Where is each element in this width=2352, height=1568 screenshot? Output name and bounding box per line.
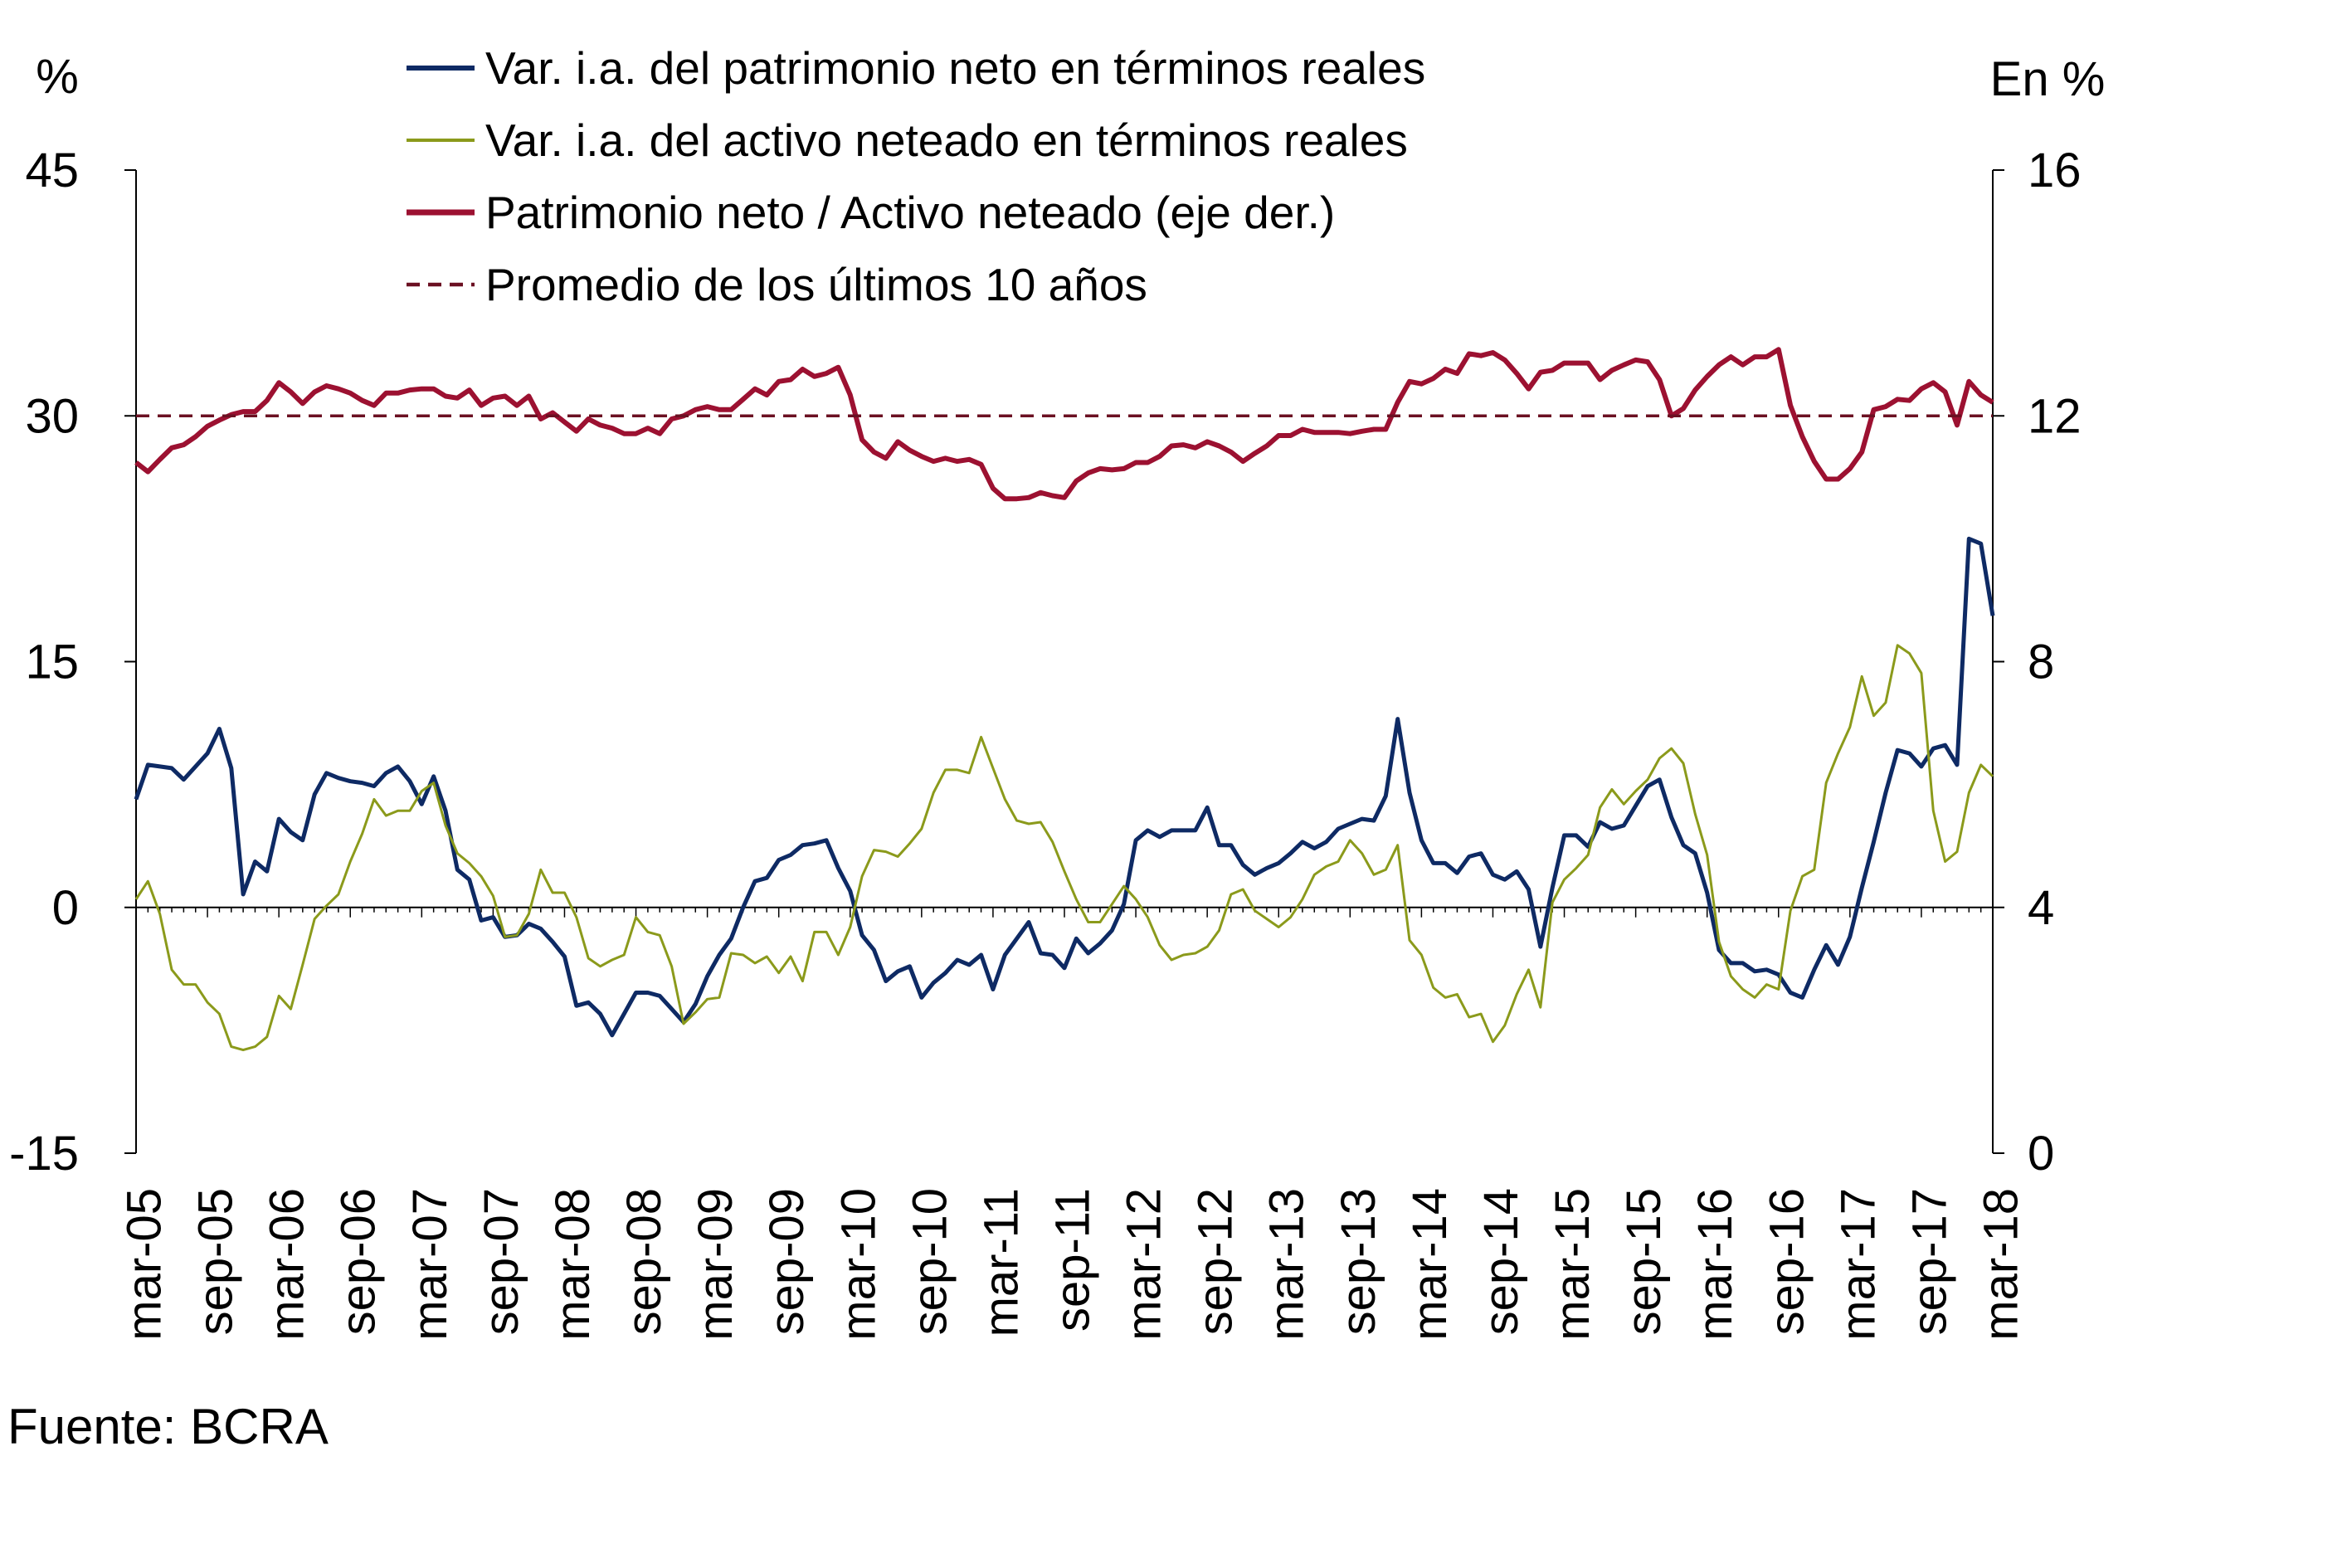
right-axis-unit: En % xyxy=(1990,52,2106,106)
x-tick-label: sep-13 xyxy=(1332,1188,1385,1335)
legend-label-3: Promedio de los últimos 10 años xyxy=(485,259,1147,310)
x-tick-label: sep-10 xyxy=(903,1188,957,1335)
x-tick-label: sep-14 xyxy=(1474,1188,1528,1335)
left-tick-label: 30 xyxy=(25,389,79,443)
x-tick-label: mar-06 xyxy=(261,1188,314,1341)
x-tick-label: sep-11 xyxy=(1046,1188,1100,1332)
x-tick-label: sep-16 xyxy=(1760,1188,1814,1335)
x-tick-label: mar-12 xyxy=(1118,1188,1171,1341)
legend: Var. i.a. del patrimonio neto en término… xyxy=(407,42,1425,310)
x-tick-label: sep-12 xyxy=(1189,1188,1243,1335)
x-tick-label: mar-11 xyxy=(974,1188,1028,1337)
x-tick-label: mar-05 xyxy=(118,1188,172,1341)
source-note: Fuente: BCRA xyxy=(7,1399,329,1454)
x-tick-label: mar-08 xyxy=(546,1188,600,1341)
series-line-1 xyxy=(134,644,1994,1052)
right-tick-label: 16 xyxy=(2028,144,2082,197)
left-tick-label: 15 xyxy=(25,635,79,689)
series-line-0 xyxy=(134,536,1995,1038)
x-tick-label: sep-08 xyxy=(617,1188,671,1335)
x-tick-label: mar-10 xyxy=(831,1188,885,1341)
right-tick-label: 0 xyxy=(2028,1127,2054,1181)
x-tick-label: mar-17 xyxy=(1831,1188,1885,1341)
x-tick-label: sep-07 xyxy=(475,1188,528,1335)
left-tick-label: 0 xyxy=(52,881,79,935)
left-axis-unit: % xyxy=(36,50,79,104)
axes: 45 30 15 0 -15 16 12 8 4 0 mar-05 sep-05 mar-06 sep-0… xyxy=(9,144,2081,1341)
legend-label-1: Var. i.a. del activo neteado en términos… xyxy=(485,114,1408,166)
legend-label-2: Patrimonio neto / Activo neteado (eje de… xyxy=(485,187,1335,238)
x-tick-label: sep-15 xyxy=(1617,1188,1671,1335)
left-tick-label: 45 xyxy=(25,144,79,197)
left-tick-label: -15 xyxy=(9,1127,79,1181)
plot-area xyxy=(134,347,1995,1052)
x-tick-label: mar-09 xyxy=(689,1188,743,1341)
legend-label-0: Var. i.a. del patrimonio neto en término… xyxy=(485,42,1425,94)
x-tick-label: mar-16 xyxy=(1688,1188,1742,1341)
series-line-2 xyxy=(134,347,1994,502)
x-tick-label: mar-18 xyxy=(1975,1188,2028,1341)
x-tick-label: mar-14 xyxy=(1403,1188,1457,1341)
right-tick-label: 4 xyxy=(2028,881,2054,935)
x-tick-label: sep-05 xyxy=(189,1188,243,1335)
x-tick-label: mar-15 xyxy=(1546,1188,1600,1341)
x-tick-label: mar-07 xyxy=(403,1188,457,1341)
x-tick-label: sep-09 xyxy=(760,1188,814,1335)
x-tick-label: mar-13 xyxy=(1260,1188,1314,1341)
x-tick-label: sep-06 xyxy=(332,1188,386,1335)
right-tick-label: 8 xyxy=(2028,635,2054,689)
right-tick-label: 12 xyxy=(2028,389,2082,443)
x-tick-label: sep-17 xyxy=(1902,1188,1956,1335)
